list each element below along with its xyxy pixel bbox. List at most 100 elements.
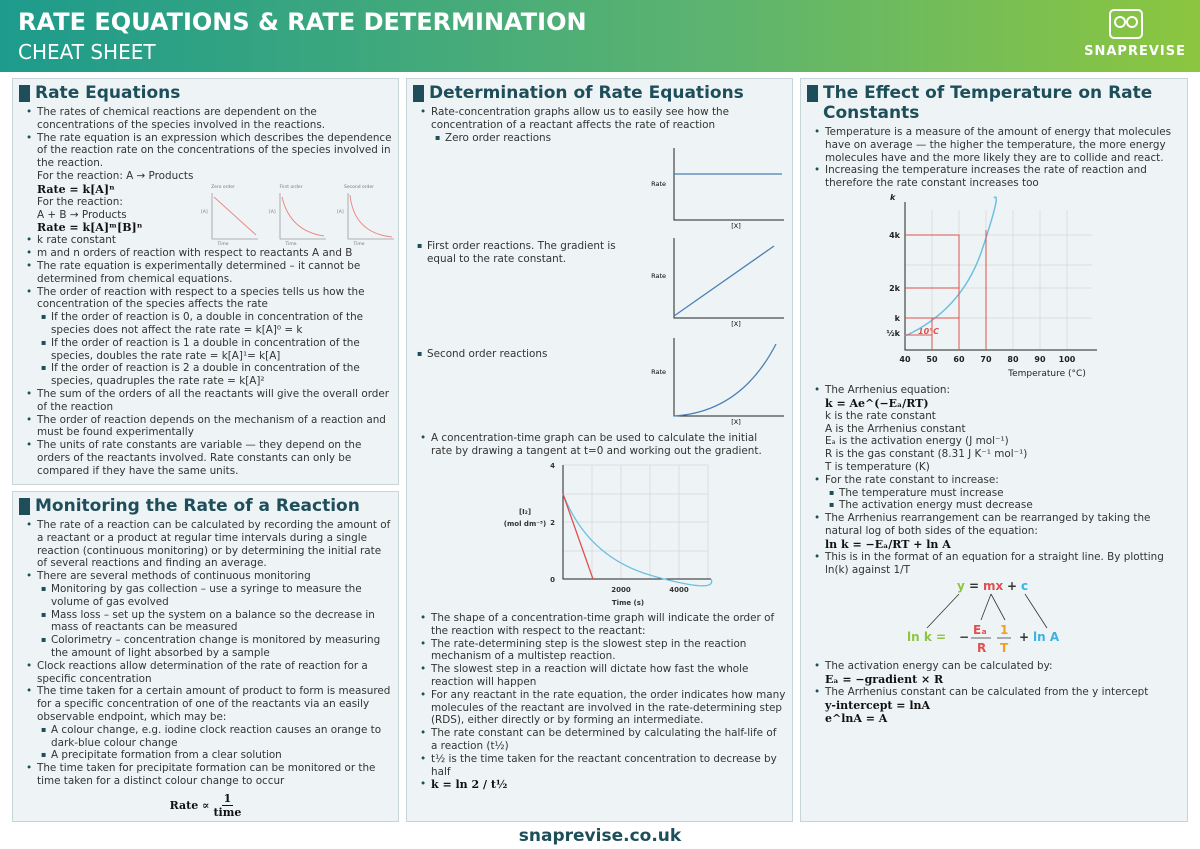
eq-term: R bbox=[977, 641, 986, 655]
bullet-text: For the rate constant to increase: bbox=[825, 473, 999, 486]
graph-row: Second order reactions Rate [X] bbox=[413, 334, 786, 432]
bullet: The rate constant can be determined by c… bbox=[420, 727, 786, 753]
x-label: [X] bbox=[732, 320, 742, 328]
bullet: The rate equation is an expression which… bbox=[26, 131, 392, 235]
x-label: [X] bbox=[731, 222, 741, 230]
bullet-text: The time taken for a certain amount of p… bbox=[37, 685, 391, 723]
bullet: The units of rate constants are variable… bbox=[26, 439, 392, 477]
temperature-panel: The Effect of Temperature on Rate Consta… bbox=[800, 78, 1188, 822]
y-label: k bbox=[890, 193, 896, 202]
y-label: [I₂] bbox=[519, 508, 531, 516]
bullet: For the rate constant to increase:The te… bbox=[814, 473, 1181, 513]
bullet-text: The rate equation is an expression which… bbox=[37, 131, 392, 170]
bullet-text: The order of reaction with respect to a … bbox=[37, 285, 365, 311]
bullet: The rates of chemical reactions are depe… bbox=[26, 106, 392, 132]
title: RATE EQUATIONS & RATE DETERMINATION bbox=[18, 8, 587, 36]
annotation: 10°C bbox=[918, 327, 939, 336]
section-title: Rate Equations bbox=[19, 83, 392, 103]
sub-list: If the order of reaction is 0, a double … bbox=[37, 311, 392, 388]
line: k is the rate constant bbox=[825, 409, 936, 422]
eq-term: ln A bbox=[1033, 630, 1060, 644]
sub-list: The temperature must increaseThe activat… bbox=[825, 487, 1181, 513]
bullet: The slowest step in a reaction will dict… bbox=[420, 663, 786, 689]
eq-term: y bbox=[957, 579, 965, 593]
line: Eₐ is the activation energy (J mol⁻¹) bbox=[825, 435, 1009, 448]
formula: k = Ae^(−Eₐ/RT) bbox=[825, 396, 929, 410]
eq-term: Eₐ bbox=[973, 623, 987, 637]
y-tick-label: ½k bbox=[886, 328, 900, 338]
bullet-list: A concentration-time graph can be used t… bbox=[413, 432, 771, 458]
graph-title: Second order bbox=[344, 184, 374, 190]
formula-text: Rate ∝ bbox=[169, 798, 210, 812]
order-graphs: Zero order First order Second order Time… bbox=[201, 184, 394, 247]
x-label: Temperature (°C) bbox=[1007, 369, 1086, 379]
header: RATE EQUATIONS & RATE DETERMINATION CHEA… bbox=[0, 0, 1200, 72]
bullet: Rate-concentration graphs allow us to ea… bbox=[420, 106, 786, 145]
sub-list: Zero order reactions bbox=[431, 132, 786, 145]
concentration-time-graph: [I₂] (mol dm⁻³) 4 2 0 2000 4000 Time (s) bbox=[504, 462, 713, 607]
x-label: [X] bbox=[732, 418, 742, 426]
bullet: The order of reaction depends on the mec… bbox=[26, 414, 392, 440]
bullet-list: The rates of chemical reactions are depe… bbox=[19, 106, 392, 478]
footer: snaprevise.co.uk bbox=[518, 826, 682, 846]
bullet: The rate equation is experimentally dete… bbox=[26, 260, 392, 286]
formula: y-intercept = lnA bbox=[825, 698, 931, 712]
x-tick-label: 60 bbox=[953, 355, 965, 364]
fraction: 1 time bbox=[213, 792, 241, 819]
bullet-list: The shape of a concentration-time graph … bbox=[413, 612, 786, 791]
bullet: The shape of a concentration-time graph … bbox=[420, 612, 786, 638]
bullet: Colorimetry – concentration change is mo… bbox=[41, 634, 392, 660]
bullet-list: First order reactions. The gradient is e… bbox=[413, 240, 646, 266]
rate-equations-panel: Rate Equations The rates of chemical rea… bbox=[12, 78, 399, 485]
bullet: A colour change, e.g. iodine clock react… bbox=[41, 724, 392, 750]
bullet: A precipitate formation from a clear sol… bbox=[41, 749, 392, 762]
bullet: m and n orders of reaction with respect … bbox=[26, 247, 392, 260]
x-tick-label: 70 bbox=[980, 355, 992, 364]
bullet: The sum of the orders of all the reactan… bbox=[26, 388, 392, 414]
formula: k = ln 2 / t½ bbox=[431, 778, 508, 792]
bullet: t½ is the time taken for the reactant co… bbox=[420, 753, 786, 779]
bullet: The Arrhenius constant can be calculated… bbox=[814, 686, 1181, 725]
bullet: The Arrhenius rearrangement can be rearr… bbox=[814, 512, 1181, 551]
bullet: Monitoring by gas collection – use a syr… bbox=[41, 583, 392, 609]
denominator: time bbox=[213, 805, 242, 819]
determination-panel: Determination of Rate Equations Rate-con… bbox=[406, 78, 793, 822]
bullet-text: The Arrhenius equation: bbox=[825, 383, 951, 396]
bullet: Increasing the temperature increases the… bbox=[814, 164, 1181, 190]
y-label: Rate bbox=[651, 272, 666, 280]
x-tick-label: 40 bbox=[899, 355, 911, 364]
bullet-text: There are several methods of continuous … bbox=[37, 570, 311, 583]
sub-list: Monitoring by gas collection – use a syr… bbox=[37, 583, 392, 660]
bullet: The time taken for a certain amount of p… bbox=[26, 685, 392, 762]
line: A + B → Products bbox=[37, 208, 127, 221]
bullet: For any reactant in the rate equation, t… bbox=[420, 689, 786, 727]
bullet: The rate-determining step is the slowest… bbox=[420, 638, 786, 664]
bullet: The order of reaction with respect to a … bbox=[26, 285, 392, 388]
line: For the reaction: bbox=[37, 195, 123, 208]
bullet: The time taken for precipitate formation… bbox=[26, 762, 392, 788]
bullet: A concentration-time graph can be used t… bbox=[420, 432, 771, 458]
bullet: The rate of a reaction can be calculated… bbox=[26, 519, 392, 570]
x-label: Time (s) bbox=[612, 599, 644, 607]
bullet: Clock reactions allow determination of t… bbox=[26, 660, 392, 686]
y-tick-label: 0 bbox=[550, 576, 555, 584]
bullet: Zero order reactions bbox=[435, 132, 786, 145]
x-tick-label: 50 bbox=[926, 355, 938, 364]
formula: Rate = k[A]ᵐ[B]ⁿ bbox=[37, 221, 143, 235]
y-tick-label: 2 bbox=[550, 519, 555, 527]
bullet: If the order of reaction is 0, a double … bbox=[41, 311, 392, 337]
numerator: 1 bbox=[221, 791, 234, 806]
section-title: The Effect of Temperature on Rate Consta… bbox=[807, 83, 1181, 123]
first-order-graph: Rate [X] bbox=[651, 238, 785, 328]
formula: Rate ∝ 1 time bbox=[19, 792, 392, 819]
x-tick-label: 90 bbox=[1034, 355, 1046, 364]
bullet: This is in the format of an equation for… bbox=[814, 551, 1181, 577]
bullet-list: The activation energy can be calculated … bbox=[807, 660, 1181, 725]
bullet: Temperature is a measure of the amount o… bbox=[814, 126, 1181, 164]
bullet: If the order of reaction is 1 a double i… bbox=[41, 337, 392, 363]
bullet-list: The rate of a reaction can be calculated… bbox=[19, 519, 392, 788]
bullet: The Arrhenius equation:k = Ae^(−Eₐ/RT)k … bbox=[814, 383, 1181, 474]
eq-term: ln k = bbox=[907, 630, 946, 644]
